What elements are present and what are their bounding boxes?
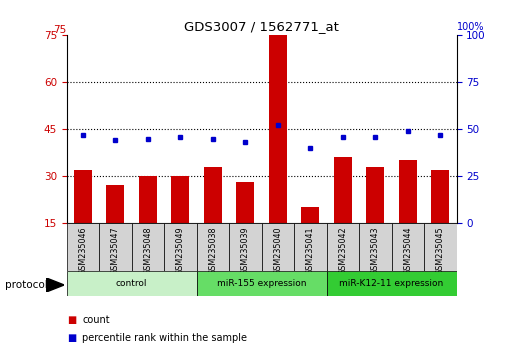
Bar bbox=[424, 223, 457, 271]
Bar bbox=[204, 167, 222, 223]
Text: 100%: 100% bbox=[457, 22, 484, 32]
Text: GSM235046: GSM235046 bbox=[78, 227, 87, 275]
Text: count: count bbox=[82, 315, 110, 325]
Text: GSM235038: GSM235038 bbox=[208, 227, 218, 275]
Bar bbox=[74, 170, 92, 223]
Bar bbox=[431, 170, 449, 223]
Text: GSM235044: GSM235044 bbox=[403, 227, 412, 275]
Text: GSM235043: GSM235043 bbox=[371, 227, 380, 275]
Bar bbox=[327, 271, 457, 296]
Text: ■: ■ bbox=[67, 333, 76, 343]
Bar bbox=[196, 271, 327, 296]
Bar bbox=[139, 176, 157, 223]
Bar bbox=[359, 223, 391, 271]
Text: GSM235047: GSM235047 bbox=[111, 227, 120, 275]
Bar bbox=[366, 167, 384, 223]
Text: 75: 75 bbox=[53, 25, 66, 35]
Text: ■: ■ bbox=[67, 315, 76, 325]
Title: GDS3007 / 1562771_at: GDS3007 / 1562771_at bbox=[184, 20, 339, 33]
Bar bbox=[196, 223, 229, 271]
Bar bbox=[132, 223, 164, 271]
Text: miR-155 expression: miR-155 expression bbox=[217, 279, 306, 288]
Bar bbox=[262, 223, 294, 271]
Text: GSM235040: GSM235040 bbox=[273, 227, 282, 275]
Bar bbox=[391, 223, 424, 271]
Text: control: control bbox=[116, 279, 147, 288]
Text: GSM235041: GSM235041 bbox=[306, 227, 315, 275]
Bar bbox=[269, 32, 287, 223]
Text: GSM235048: GSM235048 bbox=[144, 227, 152, 275]
Text: GSM235045: GSM235045 bbox=[436, 227, 445, 275]
Bar bbox=[99, 223, 132, 271]
Bar bbox=[67, 223, 99, 271]
Bar bbox=[327, 223, 359, 271]
Text: GSM235039: GSM235039 bbox=[241, 227, 250, 275]
Text: GSM235042: GSM235042 bbox=[339, 227, 347, 275]
Text: GSM235049: GSM235049 bbox=[176, 227, 185, 275]
Text: protocol: protocol bbox=[5, 280, 48, 290]
Bar bbox=[236, 182, 254, 223]
Bar bbox=[67, 271, 196, 296]
Bar bbox=[399, 160, 417, 223]
Polygon shape bbox=[46, 278, 64, 292]
Bar bbox=[334, 157, 352, 223]
Bar bbox=[302, 207, 319, 223]
Bar bbox=[229, 223, 262, 271]
Text: miR-K12-11 expression: miR-K12-11 expression bbox=[340, 279, 444, 288]
Bar bbox=[164, 223, 196, 271]
Bar bbox=[107, 185, 124, 223]
Bar bbox=[294, 223, 327, 271]
Text: percentile rank within the sample: percentile rank within the sample bbox=[82, 333, 247, 343]
Bar bbox=[171, 176, 189, 223]
